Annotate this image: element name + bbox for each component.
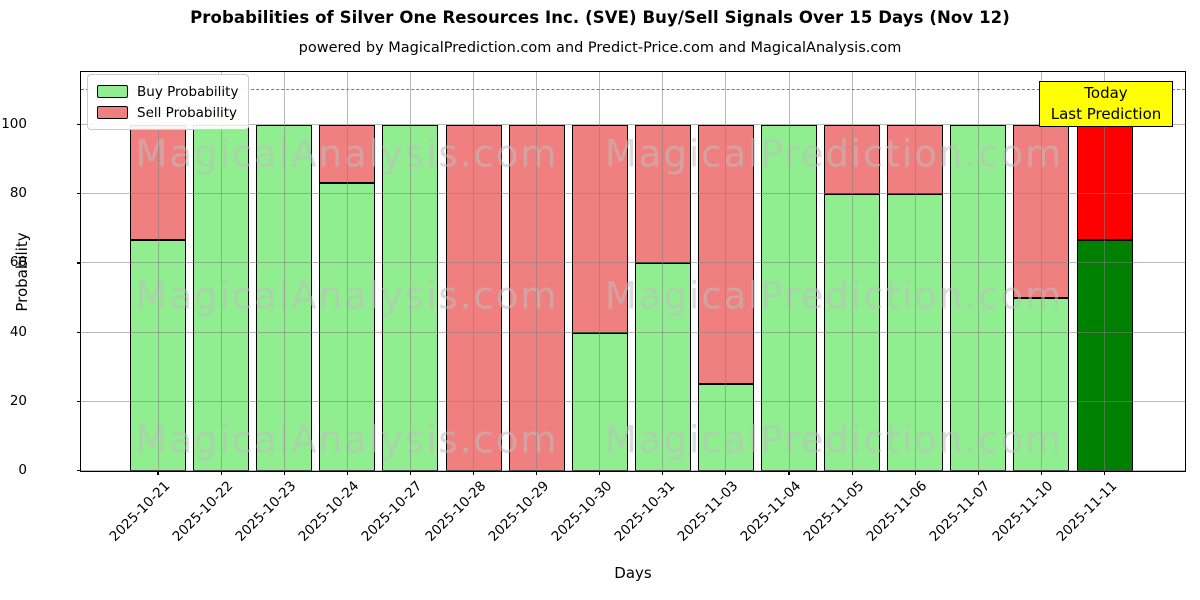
bar-segment-buy — [319, 182, 376, 471]
y-tick-label: 20 — [9, 392, 27, 409]
bar-segment-sell — [445, 124, 502, 471]
bar-segment-buy — [824, 194, 881, 471]
y-tick-mark — [77, 262, 81, 264]
x-tick-mark — [914, 471, 916, 475]
bar-segment-buy — [950, 124, 1007, 471]
y-tick-label: 40 — [9, 323, 27, 340]
x-tick-mark — [283, 471, 285, 475]
x-tick-label: 2025-10-23 — [232, 478, 300, 545]
legend-swatch-buy — [97, 85, 128, 98]
bar-segment-buy — [887, 194, 944, 471]
x-tick-label: 2025-10-22 — [169, 478, 237, 545]
x-tick-label: 2025-11-06 — [863, 478, 931, 545]
x-tick-label: 2025-11-07 — [926, 478, 994, 545]
x-tick-label: 2025-11-11 — [1053, 478, 1120, 545]
bar-segment-sell — [824, 124, 881, 195]
bar-segment-buy — [571, 332, 628, 471]
bar-segment-sell — [130, 124, 186, 241]
bar-segment-sell — [634, 124, 691, 264]
x-tick-label: 2025-10-24 — [295, 478, 363, 545]
chart-title: Probabilities of Silver One Resources In… — [190, 8, 1010, 27]
bar-segment-buy — [256, 124, 313, 471]
bar-segment-buy — [382, 124, 439, 471]
today-annotation-line1: Today — [1084, 84, 1128, 102]
x-tick-mark — [346, 471, 348, 475]
y-tick-mark — [77, 123, 81, 126]
bar-segment-buy — [634, 263, 691, 471]
bar-segment-buy — [1013, 297, 1070, 471]
y-tick-label: 0 — [18, 462, 27, 478]
x-tick-mark — [1040, 471, 1042, 475]
bar-segment-buy — [193, 124, 250, 471]
x-tick-label: 2025-10-30 — [548, 478, 616, 545]
x-tick-label: 2025-11-10 — [989, 478, 1057, 545]
legend-item-sell: Sell Probability — [97, 102, 238, 123]
legend-item-buy: Buy Probability — [97, 81, 238, 102]
x-tick-mark — [472, 471, 475, 475]
bar-segment-buy — [130, 240, 186, 471]
bar-segment-sell — [508, 124, 565, 471]
x-tick-label: 2025-11-05 — [800, 478, 868, 545]
x-tick-label: 2025-10-28 — [422, 478, 489, 545]
x-tick-label: 2025-10-21 — [106, 478, 174, 545]
y-tick-mark — [77, 400, 81, 402]
bar-segment-sell — [1076, 124, 1133, 241]
x-tick-mark — [788, 471, 790, 475]
y-tick-mark — [77, 470, 81, 472]
bar-segment-sell — [319, 124, 376, 183]
legend-swatch-sell — [97, 106, 128, 119]
x-tick-label: 2025-10-31 — [611, 478, 679, 545]
today-annotation: Today Last Prediction — [1039, 81, 1173, 127]
x-tick-mark — [977, 471, 979, 475]
x-tick-mark — [662, 471, 664, 475]
legend-label-buy: Buy Probability — [137, 83, 239, 100]
x-tick-mark — [157, 471, 159, 475]
legend-label-sell: Sell Probability — [137, 104, 238, 121]
bar-segment-sell — [887, 124, 944, 195]
bar-segment-sell — [571, 124, 628, 333]
bar-layer — [81, 72, 1185, 471]
y-tick-label: 60 — [9, 254, 27, 271]
x-tick-mark — [409, 471, 411, 475]
x-tick-mark — [851, 471, 853, 475]
bar-segment-sell — [697, 124, 754, 385]
x-tick-label: 2025-11-04 — [737, 478, 805, 545]
x-tick-mark — [725, 471, 727, 475]
y-tick-mark — [77, 331, 81, 333]
y-axis-title: Probability — [13, 232, 31, 312]
x-tick-mark — [1103, 471, 1106, 475]
today-annotation-line2: Last Prediction — [1050, 105, 1162, 123]
x-axis-title: Days — [614, 564, 652, 582]
bar-segment-sell — [1013, 124, 1070, 298]
legend: Buy Probability Sell Probability — [87, 74, 250, 130]
x-tick-label: 2025-11-03 — [674, 478, 742, 545]
bar-segment-buy — [1076, 240, 1133, 471]
x-tick-mark — [599, 471, 601, 475]
x-tick-mark — [536, 471, 538, 475]
bar-segment-buy — [761, 124, 817, 471]
y-tick-label: 100 — [1, 115, 27, 132]
y-tick-label: 80 — [9, 185, 27, 202]
bar-segment-buy — [697, 384, 754, 471]
x-tick-label: 2025-10-29 — [485, 478, 552, 545]
plot-area: MagicalAnalysis.com MagicalPrediction.com… — [1, 71, 1186, 545]
x-tick-mark — [220, 471, 222, 475]
x-tick-label: 2025-10-27 — [358, 478, 426, 545]
chart-subtitle: powered by MagicalPrediction.com and Pre… — [298, 40, 902, 56]
y-tick-mark — [77, 193, 81, 195]
